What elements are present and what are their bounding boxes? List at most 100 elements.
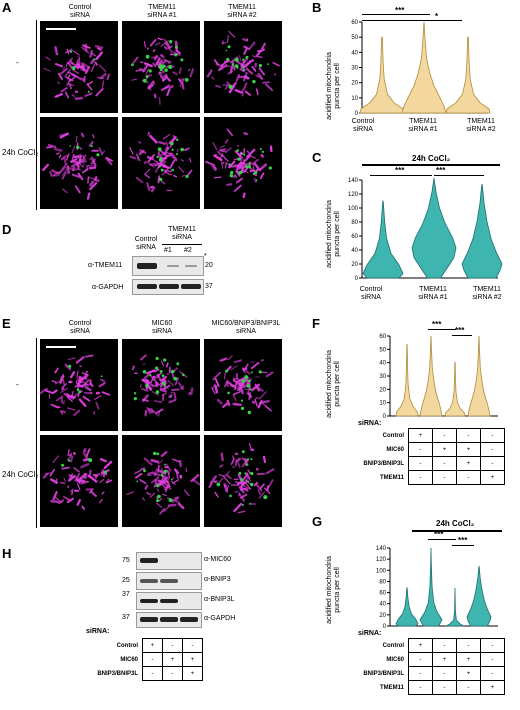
h-band-bnip3-1 <box>140 579 158 583</box>
f-sirna-table: Control + - - - MIC60- + + - BNIP3/BNIP3L - - + - T… <box>342 428 505 485</box>
c-ticklabel-5: 100 <box>348 206 359 212</box>
c-title-line <box>362 164 500 166</box>
micrograph-e-1 <box>40 339 118 431</box>
f-ticklabel-5: 50 <box>379 347 386 353</box>
f-violin-3 <box>444 361 466 417</box>
d-row-tmem11: α-TMEM11 <box>88 262 123 269</box>
h-blot-bnip3 <box>136 572 202 590</box>
f-ticklabel-6: 60 <box>379 334 386 340</box>
g-violin-4 <box>466 565 492 627</box>
c-ticklabel-1: 20 <box>351 262 358 268</box>
h-blot-bnip3l <box>136 592 202 610</box>
d-mw-37: 37 <box>205 283 213 290</box>
scale-bar-e <box>46 346 76 348</box>
a-row-1-label: - <box>16 58 19 67</box>
g-violin-2 <box>419 547 443 627</box>
g-violin-3 <box>445 587 465 627</box>
f-violin-4 <box>467 335 491 417</box>
panel-label-g: G <box>312 514 323 529</box>
d-band-tmem11-control <box>137 263 157 269</box>
micrograph-a-3 <box>204 21 282 113</box>
micrograph-a-2 <box>122 21 200 113</box>
b-xlab-1: Control siRNA <box>351 118 375 133</box>
d-header-line <box>162 244 202 245</box>
d-band-gapdh-1 <box>137 284 157 289</box>
f-sig-line-1 <box>428 329 456 330</box>
b-violin-2 <box>401 21 447 114</box>
g-title-line <box>412 530 502 532</box>
d-row-gapdh: α-GAPDH <box>92 284 124 291</box>
d-lane-2: #2 <box>184 247 192 254</box>
c-ticklabel-4: 80 <box>351 220 358 226</box>
f-ticklabel-3: 30 <box>379 374 386 380</box>
a-row-2-label: 24h CoCl₂ <box>2 148 39 157</box>
c-ticklabel-3: 60 <box>351 234 358 240</box>
micrograph-e-5 <box>122 435 200 527</box>
g-ticklabel-7: 140 <box>376 546 387 552</box>
g-violin-1 <box>395 587 419 627</box>
h-band-gapdh-1 <box>140 617 158 622</box>
b-ticklabel-1: 10 <box>351 96 358 102</box>
d-band-tmem11-si1 <box>167 265 179 267</box>
f-ticklabel-0: 0 <box>383 414 387 420</box>
b-ticklabel-2: 20 <box>351 81 358 87</box>
g-ticklabel-2: 40 <box>379 602 386 608</box>
g-sig-2: *** <box>458 536 468 545</box>
d-blot-tmem11 <box>132 256 204 276</box>
micrograph-a-1 <box>40 21 118 113</box>
h-mw-37b: 37 <box>122 614 130 621</box>
b-ticklabel-6: 60 <box>351 20 358 26</box>
h-band-bnip3-2 <box>160 579 178 583</box>
h-mw-75: 75 <box>122 557 130 564</box>
f-sig-1: *** <box>432 320 442 329</box>
b-sig-1: *** <box>395 6 405 15</box>
panel-label-a: A <box>2 0 12 15</box>
f-violin-1 <box>395 343 419 417</box>
panel-label-e: E <box>2 316 11 331</box>
d-lane-1: #1 <box>164 247 172 254</box>
b-violin-3 <box>445 36 491 114</box>
h-sirna-table: Control + - - MIC60- + + BNIP3/BNIP3L - - + <box>76 638 203 681</box>
h-label-bnip3: α-BNIP3 <box>204 576 231 583</box>
h-sirna-label: siRNA: <box>86 628 110 635</box>
d-lane-control: Control siRNA <box>134 236 158 251</box>
d-band-tmem11-si2 <box>185 265 197 267</box>
c-xlab-2: TMEM11 siRNA #1 <box>418 286 448 301</box>
f-ticklabel-4: 40 <box>379 361 386 367</box>
c-sig-2: *** <box>436 166 446 175</box>
micrograph-e-4 <box>40 435 118 527</box>
a-col-1-label: Control siRNA <box>68 4 92 19</box>
c-ticklabel-7: 140 <box>348 178 359 184</box>
g-ticklabel-0: 0 <box>383 624 387 630</box>
g-ticklabel-4: 80 <box>379 579 386 585</box>
f-sig-line-2 <box>452 335 472 336</box>
g-sig-line-1 <box>428 539 456 540</box>
h-mw-37a: 37 <box>122 591 130 598</box>
scale-bar-a <box>46 28 76 30</box>
h-label-bnip3l: α-BNIP3L <box>204 596 235 603</box>
a-col-2-label: TMEM11 siRNA #1 <box>147 4 177 19</box>
micrograph-a-5 <box>122 117 200 209</box>
panel-label-h: H <box>2 546 12 561</box>
micrograph-e-2 <box>122 339 200 431</box>
c-violin-1 <box>362 200 404 279</box>
h-mw-25: 25 <box>122 577 130 584</box>
g-ticklabel-3: 60 <box>379 591 386 597</box>
e-row-2-label: 24h CoCl₂ <box>2 470 39 479</box>
d-band-gapdh-2 <box>159 284 179 289</box>
d-blot-gapdh <box>132 279 204 295</box>
g-sig-1: *** <box>434 530 444 539</box>
c-title: 24h CoCl₂ <box>412 154 451 163</box>
f-sirna-label: siRNA: <box>358 420 382 427</box>
c-ticklabel-0: 0 <box>355 276 359 282</box>
e-divider <box>36 338 37 528</box>
b-ticklabel-0: 0 <box>355 111 359 117</box>
f-sig-2: *** <box>455 326 465 335</box>
b-xlab-3: TMEM11 siRNA #2 <box>466 118 496 133</box>
panel-label-c: C <box>312 150 322 165</box>
g-ticklabel-5: 100 <box>376 568 387 574</box>
h-blot-gapdh <box>136 612 202 628</box>
c-xlab-3: TMEM11 siRNA #2 <box>472 286 502 301</box>
a-divider <box>36 20 37 210</box>
